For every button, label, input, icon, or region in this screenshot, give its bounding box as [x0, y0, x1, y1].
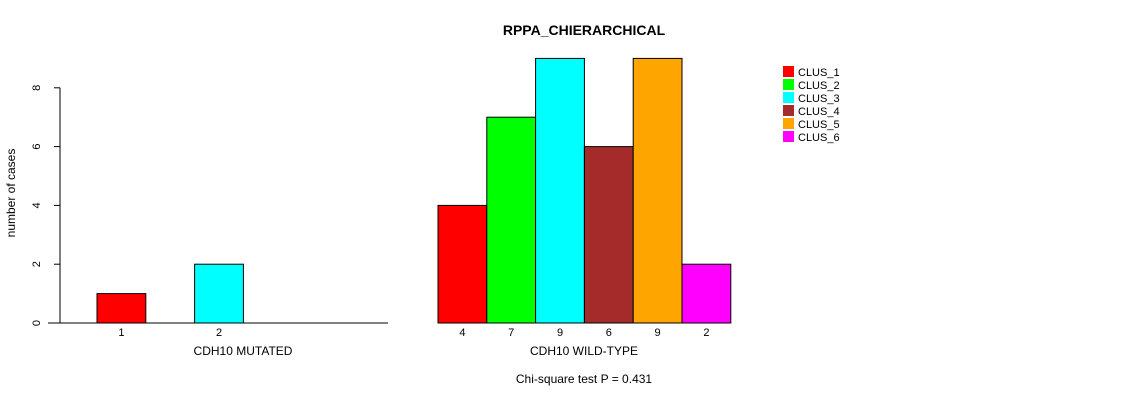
bar-count-label: 6	[606, 327, 612, 339]
bar-clus-4	[583, 146, 634, 324]
bar-clus-1	[96, 293, 147, 324]
y-tick-label: 0	[31, 320, 43, 326]
bars	[96, 57, 732, 324]
legend-label: CLUS_6	[798, 132, 840, 144]
bar-count-label: 2	[703, 327, 709, 339]
y-axis: 0 2 4 6 8	[31, 85, 61, 326]
bar-count-label: 1	[118, 327, 124, 339]
legend-swatch	[783, 66, 794, 77]
legend-label: CLUS_4	[798, 106, 840, 118]
bar-count-label: 2	[216, 327, 222, 339]
bar-count-label: 9	[557, 327, 563, 339]
bar-clus-2	[486, 116, 537, 324]
legend-swatch	[783, 92, 794, 103]
group-labels: CDH10 MUTATED CDH10 WILD-TYPE	[194, 344, 638, 358]
y-axis-label: number of cases	[4, 149, 18, 238]
legend-label: CLUS_1	[798, 67, 840, 79]
group-label: CDH10 WILD-TYPE	[530, 344, 638, 358]
y-tick-label: 6	[31, 144, 43, 150]
legend-label: CLUS_2	[798, 80, 840, 92]
legend-swatch	[783, 118, 794, 129]
y-tick-label: 4	[31, 202, 43, 208]
legend-swatch	[783, 105, 794, 116]
bar-clus-5	[632, 57, 683, 324]
bar-labels: 1 2 4 7 9 6 9 2	[118, 327, 709, 339]
legend-swatch	[783, 131, 794, 142]
bar-count-label: 7	[508, 327, 514, 339]
bar-clus-3	[535, 57, 585, 324]
legend-label: CLUS_5	[798, 119, 840, 131]
bar-count-label: 9	[655, 327, 661, 339]
legend-label: CLUS_3	[798, 93, 840, 105]
bar-clus-1	[437, 204, 488, 324]
y-tick-label: 8	[31, 85, 43, 91]
group-label: CDH10 MUTATED	[194, 344, 293, 358]
bar-clus-6	[681, 263, 732, 324]
bar-clus-3	[194, 263, 244, 324]
y-tick-label: 2	[31, 261, 43, 267]
bar-count-label: 4	[459, 327, 465, 339]
legend-swatch	[783, 79, 794, 90]
chart-title: RPPA_CHIERARCHICAL	[503, 22, 666, 38]
chi-square-footnote: Chi-square test P = 0.431	[516, 372, 653, 386]
